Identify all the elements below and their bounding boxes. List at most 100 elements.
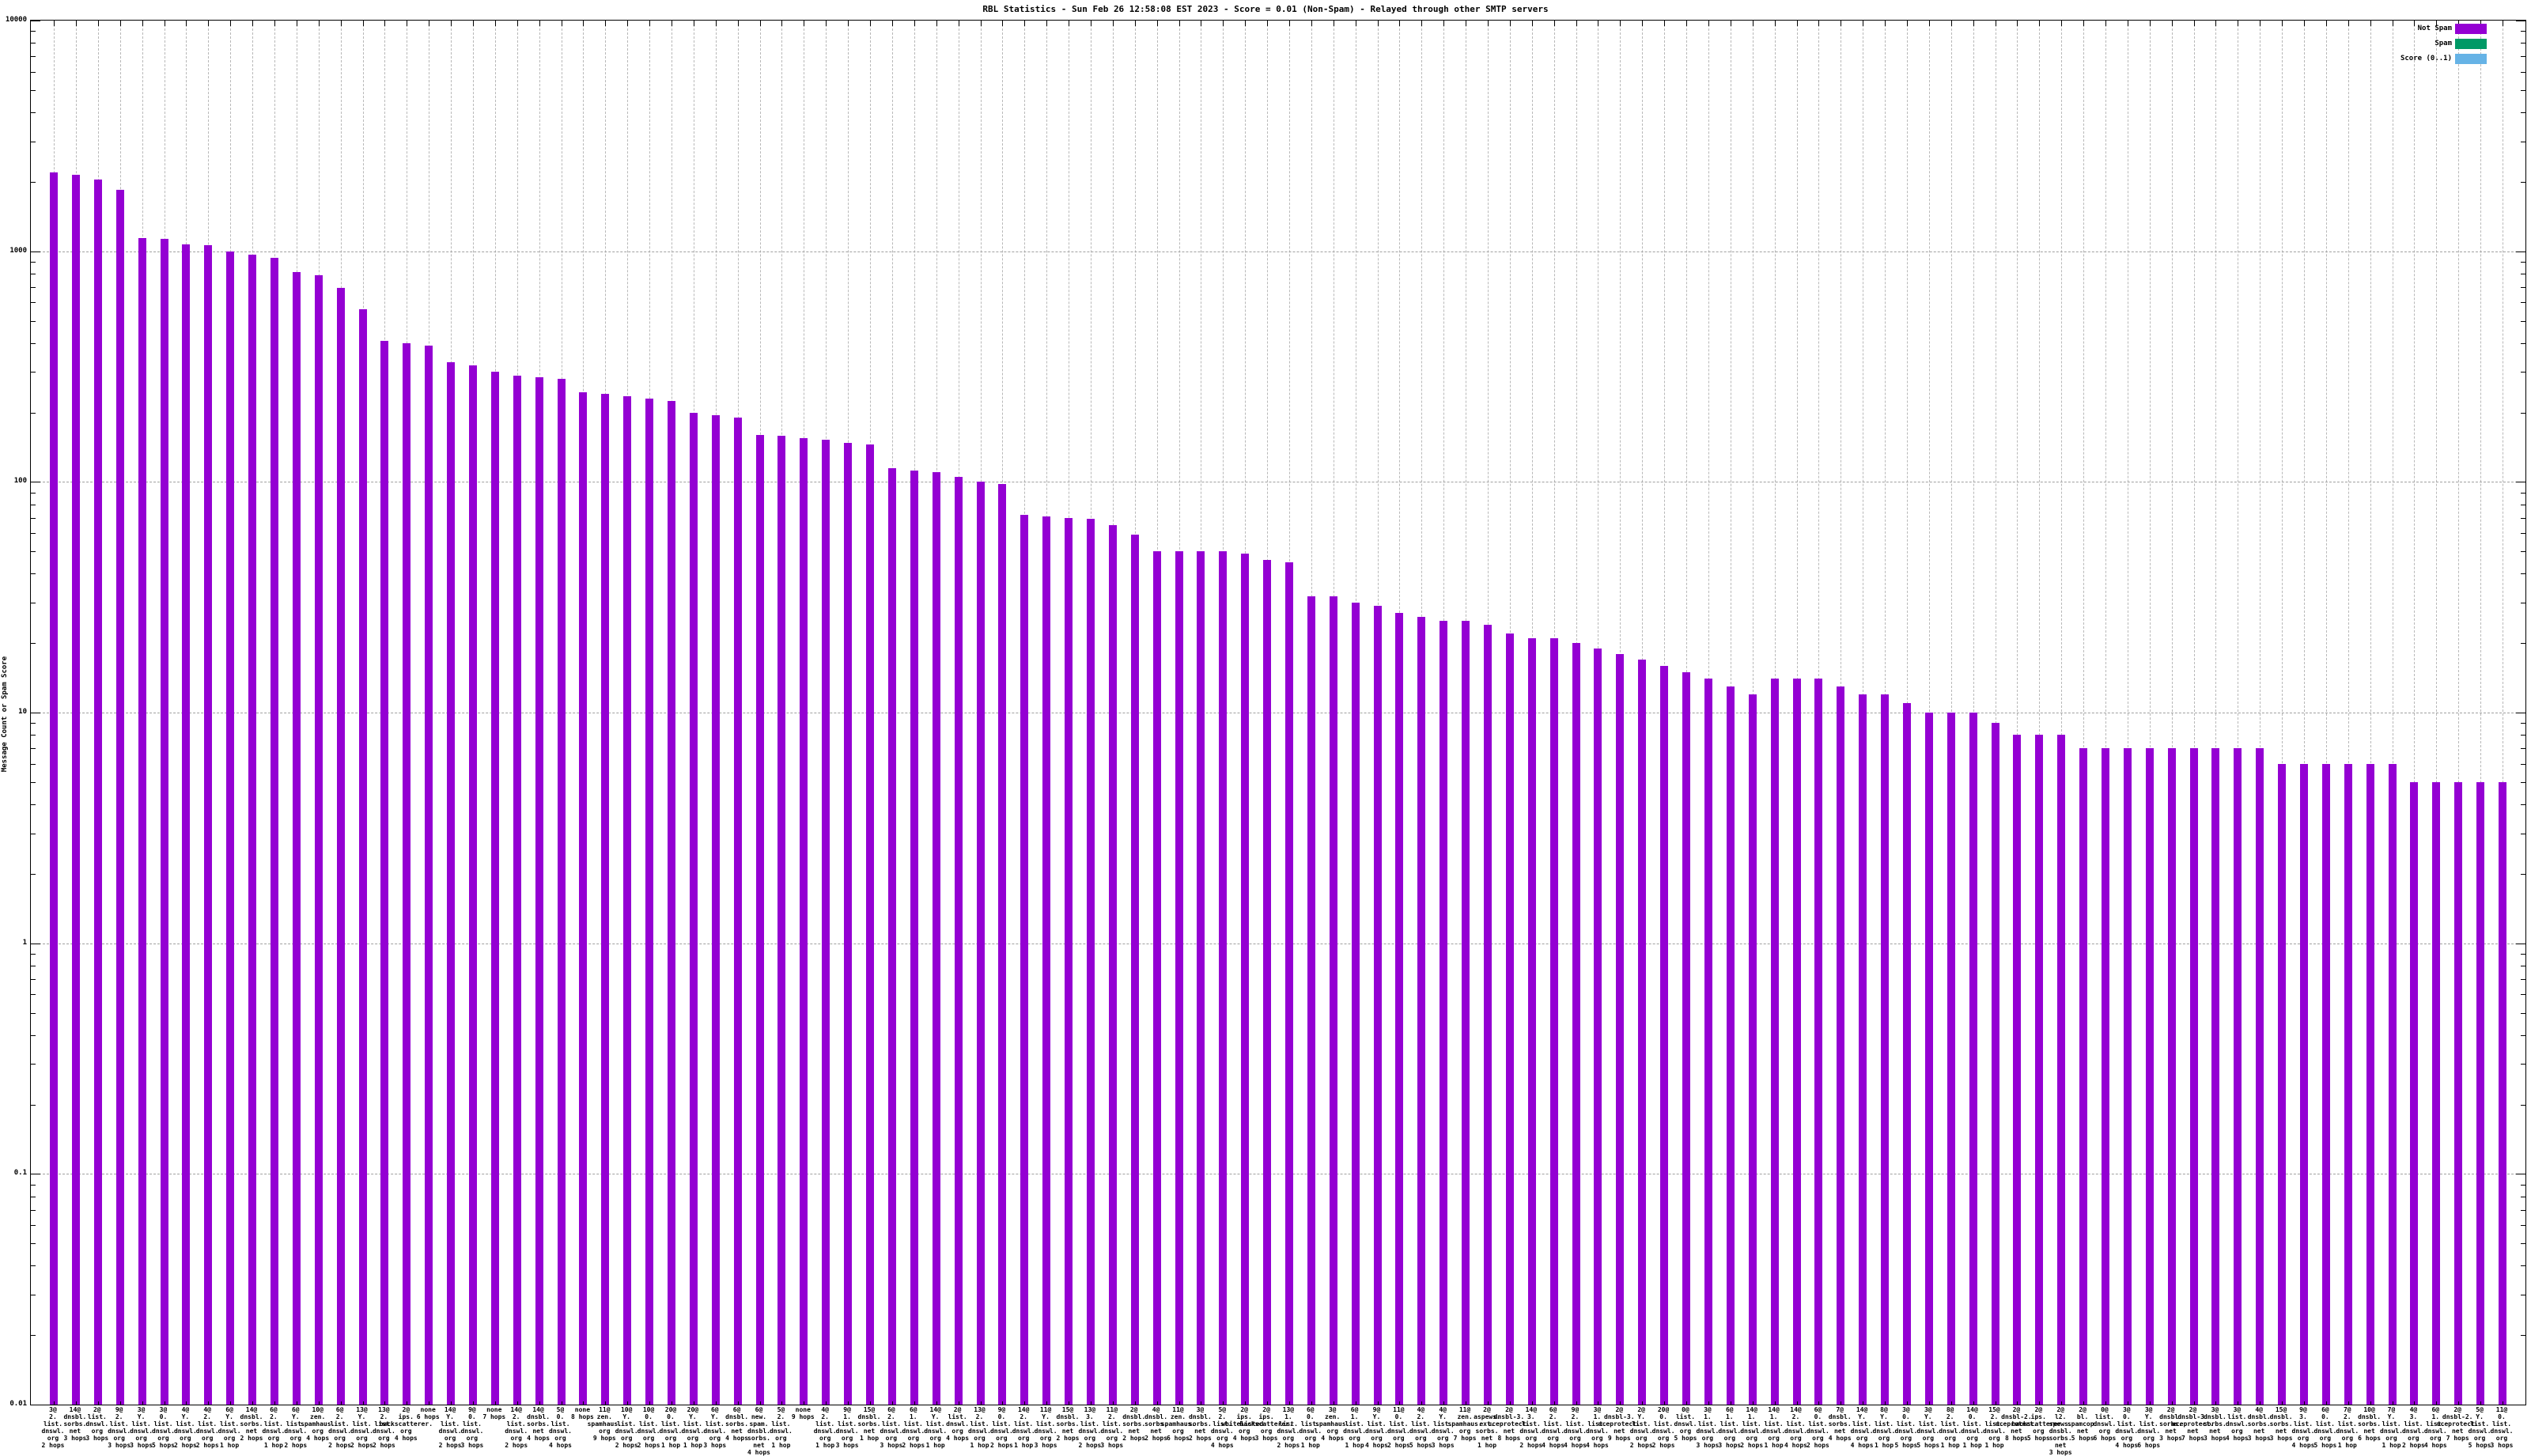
x-top-tick (715, 21, 717, 26)
x-bottom-tick (472, 1401, 474, 1405)
y-minor-tick (31, 302, 36, 304)
y-minor-tick (2521, 286, 2525, 288)
x-top-tick (1664, 21, 1666, 26)
x-bottom-tick (208, 1401, 210, 1405)
x-top-tick (384, 21, 386, 26)
bar (800, 437, 808, 1405)
y-minor-tick (31, 763, 36, 765)
y-minor-tick (2521, 1265, 2525, 1267)
bar (2300, 763, 2308, 1405)
x-bottom-tick (318, 1401, 320, 1405)
bar (1549, 638, 1558, 1405)
x-bottom-tick (1488, 1401, 1489, 1405)
x-top-tick (781, 21, 783, 26)
x-top-tick (539, 21, 540, 26)
x-bottom-tick (1024, 1401, 1026, 1405)
y-minor-tick (31, 1225, 36, 1226)
rbl-statistics-chart: RBL Statistics - Sun Feb 26 12:58:08 EST… (1, 4, 2526, 1456)
x-top-tick (737, 21, 739, 26)
y-minor-tick (2521, 643, 2525, 645)
x-top-tick (2149, 21, 2151, 26)
y-minor-tick (31, 517, 36, 519)
bar (1484, 625, 1492, 1405)
x-top-tick (1928, 21, 1930, 26)
bar (2366, 763, 2374, 1405)
x-top-tick (1002, 21, 1004, 26)
bar (601, 394, 610, 1405)
x-top-tick (1377, 21, 1379, 26)
bar (490, 372, 499, 1405)
y-minor-tick (2521, 533, 2525, 534)
x-bottom-tick (1421, 1401, 1423, 1405)
x-bottom-tick (2017, 1401, 2018, 1405)
y-minor-tick (31, 804, 36, 806)
y-minor-tick (31, 492, 36, 494)
x-top-tick (1818, 21, 1820, 26)
x-bottom-tick (1311, 1401, 1312, 1405)
y-minor-tick (2521, 994, 2525, 996)
x-bottom-tick (1267, 1401, 1269, 1405)
bar (93, 179, 102, 1405)
y-minor-tick (2521, 517, 2525, 519)
y-minor-tick (2521, 342, 2525, 344)
bar (336, 287, 345, 1405)
bar (115, 189, 124, 1405)
x-top-tick (2171, 21, 2173, 26)
y-minor-tick (2521, 181, 2525, 183)
x-bottom-tick (252, 1401, 253, 1405)
x-top-tick (274, 21, 275, 26)
y-minor-tick (31, 781, 36, 783)
bar (1527, 638, 1536, 1405)
bar (998, 483, 1007, 1405)
bar (1991, 723, 1999, 1405)
bar (380, 340, 389, 1405)
y-minor-tick (31, 1243, 36, 1245)
bar (2344, 763, 2352, 1405)
bar (2432, 781, 2441, 1405)
bar (668, 400, 675, 1405)
bar (50, 172, 58, 1405)
bar (535, 376, 543, 1405)
x-top-tick (914, 21, 915, 26)
y-minor-tick (31, 551, 36, 553)
y-minor-tick (31, 1034, 36, 1036)
x-bottom-tick (230, 1401, 232, 1405)
bar (733, 418, 742, 1405)
y-minor-tick (31, 1064, 36, 1065)
bar (138, 238, 146, 1405)
bar (182, 244, 191, 1405)
x-bottom-tick (2039, 1401, 2041, 1405)
x-bottom-tick (1156, 1401, 1158, 1405)
horizontal-gridline (31, 251, 2525, 252)
bar (1505, 633, 1514, 1405)
x-bottom-tick (1288, 1401, 1290, 1405)
bar (844, 442, 853, 1405)
bar (1594, 648, 1602, 1405)
bar (1351, 602, 1360, 1405)
bar (1108, 524, 1117, 1405)
y-major-tick (2516, 251, 2525, 252)
x-top-tick (362, 21, 364, 26)
x-top-tick (2436, 21, 2438, 26)
x-bottom-tick (1443, 1401, 1445, 1405)
x-bottom-tick (1134, 1401, 1136, 1405)
x-bottom-tick (2215, 1401, 2217, 1405)
bar (557, 378, 566, 1405)
bar (2256, 748, 2264, 1405)
x-top-tick (1796, 21, 1798, 26)
bar (1726, 686, 1735, 1405)
x-bottom-tick (1885, 1401, 1886, 1405)
x-bottom-tick (2458, 1401, 2460, 1405)
bar (976, 482, 985, 1405)
y-minor-tick (31, 723, 36, 724)
x-bottom-tick (1002, 1401, 1004, 1405)
y-minor-tick (2521, 748, 2525, 750)
y-minor-tick (31, 56, 36, 58)
bar (866, 444, 874, 1405)
x-top-tick (2017, 21, 2018, 26)
bar (2189, 748, 2198, 1405)
bar (1219, 551, 1228, 1405)
y-minor-tick (31, 71, 36, 73)
bar (2476, 781, 2485, 1405)
y-minor-tick (2521, 412, 2525, 414)
